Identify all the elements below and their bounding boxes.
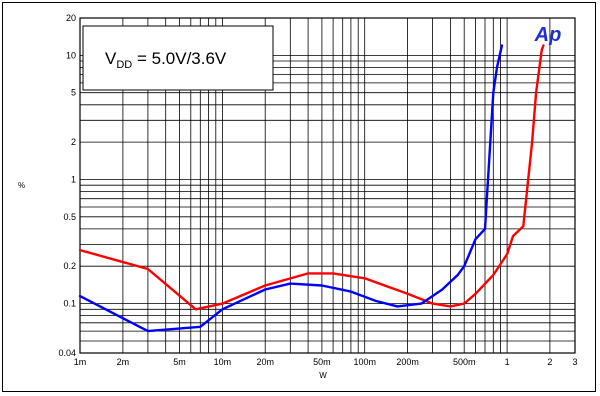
annotation-box [82,25,274,91]
y-tick-label: 1 [71,175,76,185]
plot-border [79,17,576,354]
x-tick-label: 200m [396,357,419,367]
y-tick-label: 2 [71,137,76,147]
x-tick-label: 2 [547,357,552,367]
series-lines [78,44,545,333]
x-tick-label: 3 [572,357,577,367]
annotation-main: V [105,49,117,68]
x-tick-label: 100m [353,357,376,367]
ap-logo: Ap [534,24,562,46]
x-tick-label: 10m [214,357,232,367]
x-tick-label: 5m [173,357,186,367]
y-tick-labels: 0.04 0.1 0.2 0.5 1 2 5 10 20 [58,13,76,358]
y-tick-label: 0.2 [63,261,76,271]
y-tick-label: 0.1 [63,299,76,309]
x-tick-label: 50m [313,357,331,367]
y-tick-label: 0.5 [63,212,76,222]
series-line-1 [78,44,545,311]
x-tick-labels: 1m 2m 5m 10m 20m 50m 100m 200m 500m 1 2 3 [74,357,578,367]
y-tick-label: 0.04 [58,348,76,358]
x-axis-label: W [319,371,327,380]
annotation-sub: DD [116,59,132,71]
x-tick-label: 1m [74,357,87,367]
annotation-rest: = 5.0V/3.6V [132,49,227,68]
x-tick-label: 500m [453,357,476,367]
x-tick-label: 20m [256,357,274,367]
chart-frame: 1m 2m 5m 10m 20m 50m 100m 200m 500m 1 2 3 0.04 0.1 0.… [2,2,596,392]
x-tick-label: 1 [505,357,510,367]
x-tick-label: 2m [117,357,130,367]
annotation-text: VDD = 5.0V/3.6V [105,49,227,71]
series-line-2 [78,44,504,333]
y-tick-label: 5 [71,88,76,98]
line-chart: 1m 2m 5m 10m 20m 50m 100m 200m 500m 1 2 3 0.040.10.… [18,13,578,380]
y-tick-label: 10 [66,50,76,60]
y-tick-label: 20 [66,13,76,23]
y-axis-label: % [18,181,25,190]
